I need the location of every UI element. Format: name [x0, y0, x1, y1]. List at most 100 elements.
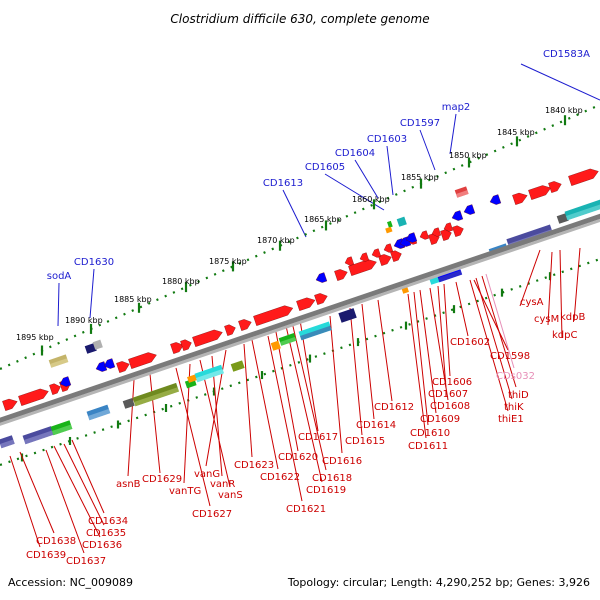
forward-gene-arrow [334, 269, 348, 281]
lower-label-leader [443, 283, 451, 377]
forward-gene-arrow [548, 181, 562, 193]
kbp-scale-label: 1875 kbp [209, 257, 247, 266]
gene-label-lower[interactable]: CD1615 [345, 436, 385, 447]
gene-label-lower[interactable]: CD1629 [142, 474, 182, 485]
gene-label-lower[interactable]: CD1637 [66, 556, 106, 567]
kbp-scale-label: 1890 kbp [65, 316, 103, 325]
gene-label-lower[interactable]: CD1634 [88, 516, 128, 527]
gene-label-lower[interactable]: thiE1 [498, 414, 524, 425]
gene-label-lower[interactable]: CD1627 [192, 509, 232, 520]
gene-label-lower[interactable]: CD1638 [36, 536, 76, 547]
gene-label-lower[interactable]: CD1617 [298, 432, 338, 443]
forward-gene-arrow [128, 352, 157, 369]
kbp-scale-label: 1885 kbp [114, 295, 152, 304]
gene-label-lower[interactable]: CD1621 [286, 504, 326, 515]
lower-label-leader [251, 339, 279, 470]
gene-block-cyan-shade [196, 368, 224, 383]
reverse-gene-arrow [489, 194, 502, 205]
lower-label-leader [547, 251, 553, 326]
gene-label-lower[interactable]: vanG [194, 469, 220, 480]
forward-gene-arrow-small [371, 248, 382, 258]
gene-label-lower[interactable]: CD1635 [86, 528, 126, 539]
lower-label-leader [429, 287, 449, 401]
gene-label-lower[interactable]: CD1612 [374, 402, 414, 413]
gene-block-navy-dark-fill [338, 308, 357, 323]
gene-block-gray [556, 212, 569, 224]
lower-label-leader [243, 343, 253, 458]
gene-label-lower[interactable]: vanTG [169, 486, 201, 497]
gene-label-lower[interactable]: vanS [218, 490, 243, 501]
gene-label-lower[interactable]: cysA [520, 297, 544, 308]
gene-label-lower[interactable]: asnB [116, 479, 141, 490]
gene-block-olive-small-fill [230, 360, 245, 372]
gene-label-lower[interactable]: thiD [508, 390, 529, 401]
gene-block-teal-shade [566, 203, 600, 221]
forward-gene-arrow [296, 297, 316, 311]
kbp-scale-label: 1870 kbp [257, 236, 295, 245]
gene-label-upper[interactable]: map2 [442, 102, 471, 113]
lower-label-leader [149, 373, 161, 474]
gene-block-khaki [48, 354, 69, 368]
gene-label-lower[interactable]: CD1619 [306, 485, 346, 496]
gene-block-olive-small [230, 360, 245, 372]
gene-label-lower[interactable]: CD1623 [234, 460, 274, 471]
gene-label-lower[interactable]: CD1614 [356, 420, 396, 431]
gene-label-lower[interactable]: kdpC [552, 330, 577, 341]
header: Clostridium difficile 630, complete geno… [170, 12, 429, 26]
gene-label-lower[interactable]: CD1606 [432, 377, 472, 388]
gene-label-upper[interactable]: CD1597 [400, 118, 440, 129]
lower-label-leader [455, 281, 469, 337]
gene-label-upper[interactable]: CD1603 [367, 134, 407, 145]
gene-label-upper[interactable]: CD1583A [543, 49, 590, 60]
upper-ruler-track [0, 105, 596, 371]
gene-label-lower[interactable]: CD1607 [428, 389, 468, 400]
lower-label-leader [329, 315, 343, 454]
gene-label-lower[interactable]: CD1610 [410, 428, 450, 439]
forward-gene-arrow-small [443, 222, 454, 232]
gene-block-navy-dark [84, 342, 97, 354]
gene-block-green-fill [387, 220, 393, 228]
gene-label-lower[interactable]: CD1620 [278, 452, 318, 463]
gene-block-navy-shade [23, 430, 54, 445]
gene-block-green [50, 420, 73, 436]
reverse-gene-arrow [451, 210, 464, 221]
footer: Accession: NC_009089 Topology: circular;… [8, 576, 590, 589]
gene-label-lower[interactable]: CD1598 [490, 351, 530, 362]
gene-label-upper[interactable]: CD1605 [305, 162, 345, 173]
gene-label-lower[interactable]: CD1636 [82, 540, 122, 551]
gene-label-upper[interactable]: CD1630 [74, 257, 114, 268]
forward-gene-arrow [528, 185, 552, 200]
lower-label-leader [53, 445, 101, 538]
gene-label-upper[interactable]: CD1613 [263, 178, 303, 189]
gene-label-upper[interactable]: sodA [47, 271, 72, 282]
forward-gene-arrow [116, 361, 130, 373]
gene-label-upper[interactable]: CD1604 [335, 148, 375, 159]
reverse-gene-arrow [95, 361, 108, 372]
gene-label-lower[interactable]: cysM [534, 314, 559, 325]
forward-gene-arrow [238, 319, 252, 331]
lower-label-leader [481, 275, 517, 388]
gene-label-lower[interactable]: thiK [504, 402, 524, 413]
gene-label-lower[interactable]: CD1602 [450, 337, 490, 348]
gene-label-lower[interactable]: CD1616 [322, 456, 362, 467]
gene-block-green [387, 220, 393, 228]
lower-label-leader [71, 439, 105, 514]
gene-label-lower[interactable]: vanR [210, 479, 235, 490]
gene-label-lower[interactable]: CD1608 [430, 401, 470, 412]
gene-label-lower[interactable]: kdpB [560, 312, 585, 323]
gene-label-lower[interactable]: CD1618 [312, 473, 352, 484]
genome-summary-text: Topology: circular; Length: 4,290,252 bp… [287, 576, 590, 589]
map-title: Clostridium difficile 630, complete geno… [170, 12, 429, 26]
lower-label-leader [377, 299, 393, 402]
forward-gene-arrow-small [344, 256, 355, 266]
lower-label-leader [291, 321, 327, 471]
gene-label-lower[interactable]: CD1639 [26, 550, 66, 561]
gene-label-lower[interactable]: CD1609 [420, 414, 460, 425]
upper-label-leader [449, 113, 457, 155]
gene-label-lower[interactable]: CDs032 [496, 371, 535, 382]
gene-label-lower[interactable]: CD1622 [260, 472, 300, 483]
forward-gene-arrow [440, 229, 452, 241]
forward-gene-arrow-small [383, 243, 394, 253]
gene-label-lower[interactable]: CD1611 [408, 441, 448, 452]
